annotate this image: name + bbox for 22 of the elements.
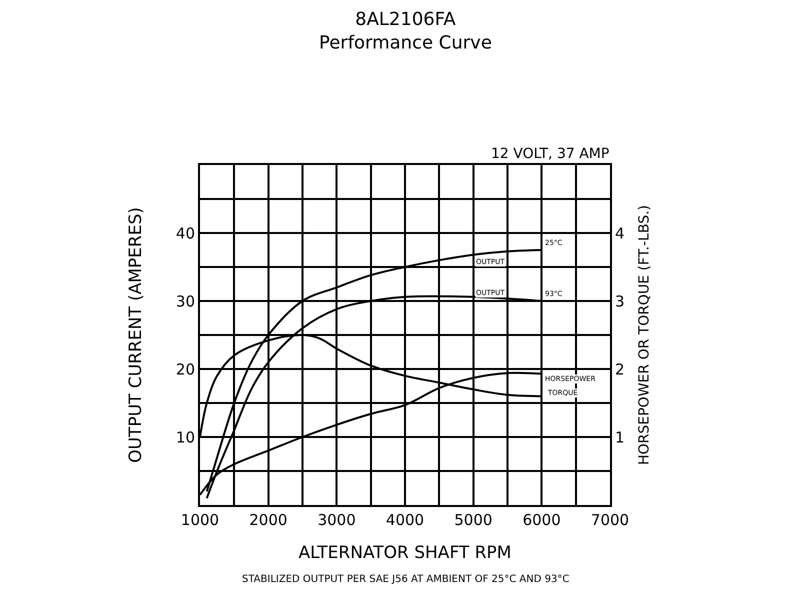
chart-title: 8AL2106FA bbox=[355, 9, 456, 30]
y2-axis-title: HORSEPOWER OR TORQUE (FT.-LBS.) bbox=[636, 204, 652, 466]
y2-tick-label: 4 bbox=[615, 224, 625, 242]
y-tick-label: 40 bbox=[176, 224, 195, 242]
x-tick-label: 5000 bbox=[454, 511, 492, 529]
y-axis-title: OUTPUT CURRENT (AMPERES) bbox=[126, 207, 146, 463]
x-tick-label: 4000 bbox=[386, 511, 424, 529]
x-tick-label: 6000 bbox=[522, 511, 561, 529]
text: 12 VOLT, 37 AMP bbox=[491, 146, 610, 162]
chart-subtitle: Performance Curve bbox=[319, 32, 492, 54]
x-tick-label: 7000 bbox=[590, 511, 630, 529]
text: STABILIZED OUTPUT PER SAE J56 AT AMBIENT OF 25°C AND 93°C bbox=[242, 574, 570, 585]
x-tick-label: 1000 bbox=[180, 511, 220, 529]
y2-tick-label: 2 bbox=[615, 360, 625, 378]
y-tick-label: 20 bbox=[176, 360, 195, 378]
y2-tick-label: 3 bbox=[615, 292, 625, 310]
y-tick-label: 30 bbox=[176, 292, 195, 310]
x-tick-label: 3000 bbox=[318, 511, 356, 529]
x-tick-label: 2000 bbox=[249, 511, 288, 529]
y-tick-label: 10 bbox=[176, 428, 195, 446]
x-axis-title: ALTERNATOR SHAFT RPM bbox=[298, 542, 512, 563]
y2-tick-label: 1 bbox=[615, 428, 625, 446]
